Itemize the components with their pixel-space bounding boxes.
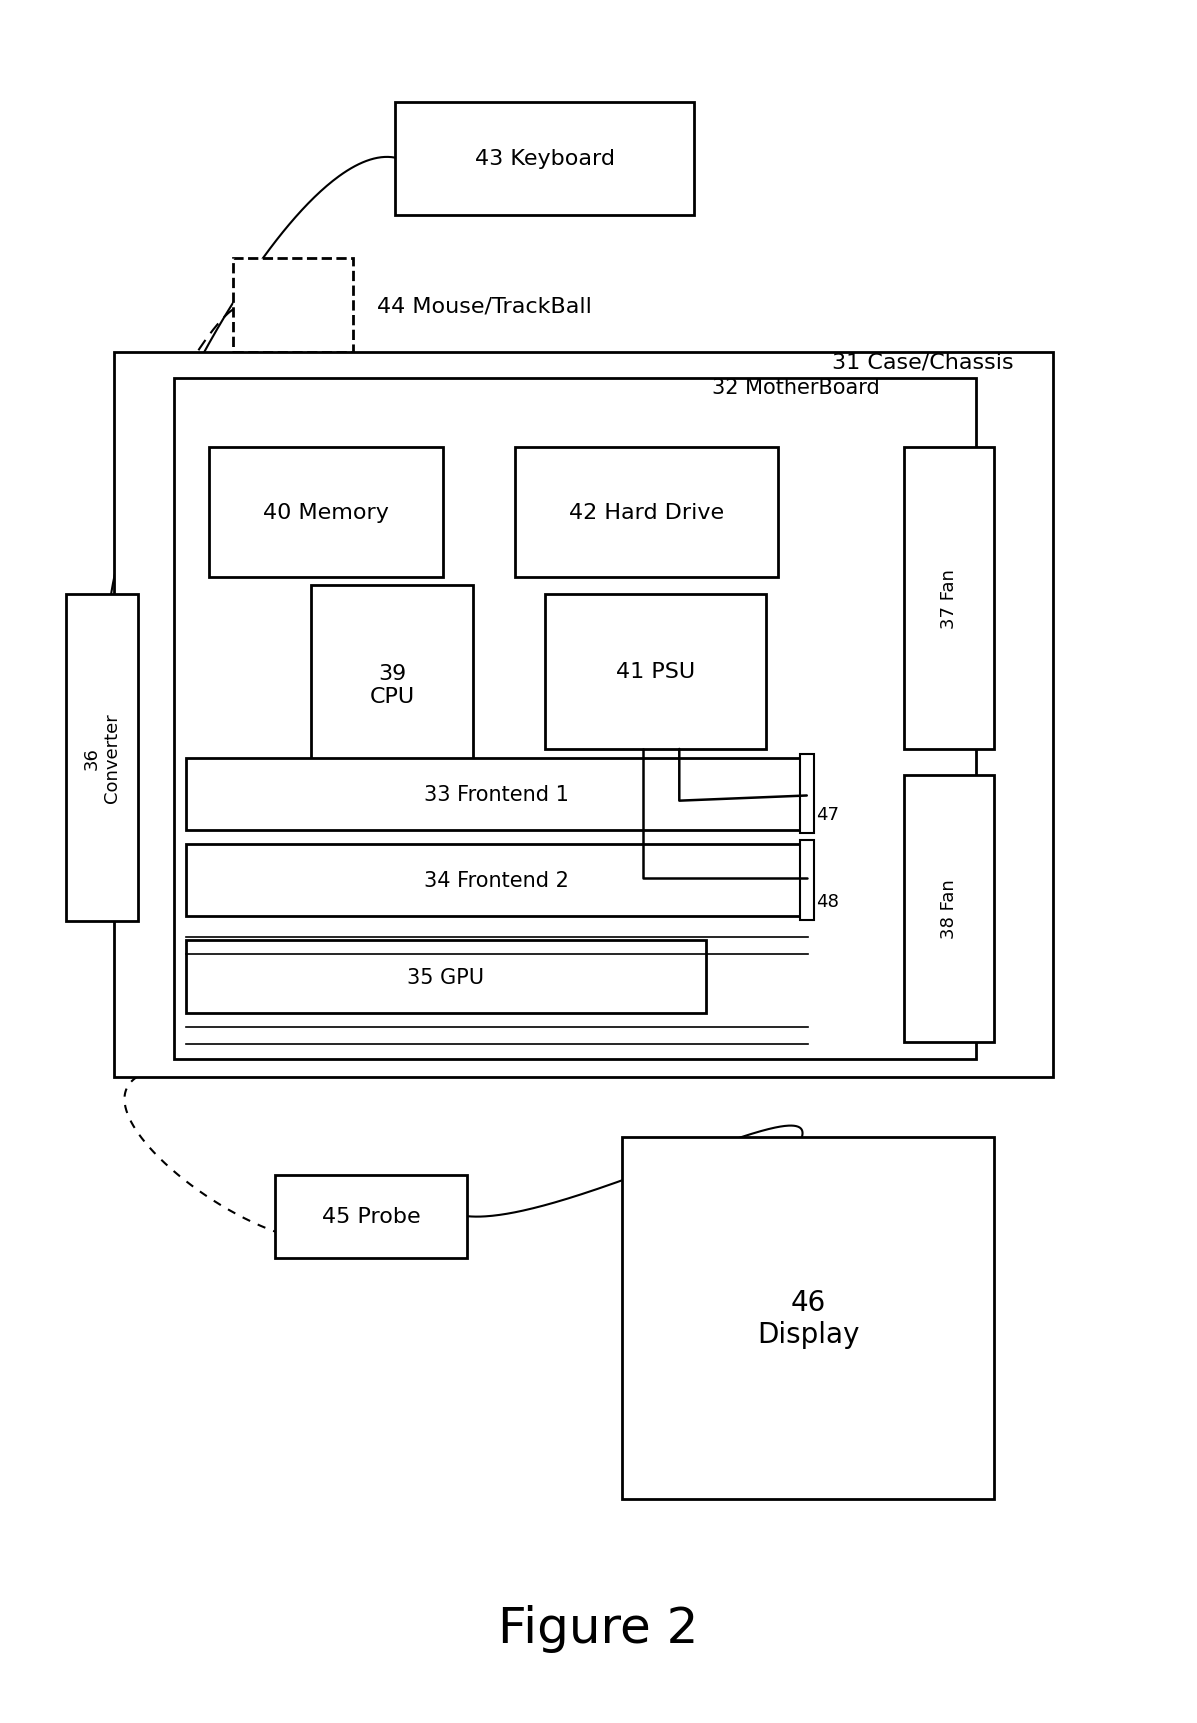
Text: 33 Frontend 1: 33 Frontend 1 [424, 784, 570, 805]
FancyBboxPatch shape [174, 379, 976, 1060]
Text: 40 Memory: 40 Memory [263, 503, 389, 522]
Text: 44 Mouse/TrackBall: 44 Mouse/TrackBall [377, 296, 593, 317]
Text: 38 Fan: 38 Fan [940, 879, 958, 939]
FancyBboxPatch shape [904, 448, 994, 750]
Text: 48: 48 [816, 893, 839, 910]
Text: 36
Converter: 36 Converter [83, 713, 121, 803]
FancyBboxPatch shape [800, 755, 814, 834]
FancyBboxPatch shape [311, 586, 473, 784]
FancyBboxPatch shape [233, 258, 353, 353]
FancyBboxPatch shape [186, 844, 808, 917]
FancyBboxPatch shape [622, 1137, 994, 1499]
FancyBboxPatch shape [114, 353, 1053, 1077]
Text: 34 Frontend 2: 34 Frontend 2 [424, 870, 570, 891]
Text: 41 PSU: 41 PSU [615, 662, 695, 682]
FancyBboxPatch shape [395, 103, 694, 215]
Text: 47: 47 [816, 806, 839, 824]
FancyBboxPatch shape [515, 448, 778, 577]
FancyBboxPatch shape [904, 775, 994, 1042]
Text: 46
Display: 46 Display [757, 1287, 859, 1349]
Text: 31 Case/Chassis: 31 Case/Chassis [832, 351, 1014, 372]
Text: 39
CPU: 39 CPU [370, 663, 414, 706]
Text: 43 Keyboard: 43 Keyboard [475, 150, 614, 169]
FancyBboxPatch shape [66, 594, 138, 922]
FancyBboxPatch shape [209, 448, 443, 577]
FancyBboxPatch shape [186, 758, 808, 830]
Text: 42 Hard Drive: 42 Hard Drive [569, 503, 724, 522]
Text: Figure 2: Figure 2 [498, 1604, 699, 1652]
Text: 45 Probe: 45 Probe [322, 1206, 420, 1227]
FancyBboxPatch shape [186, 941, 706, 1013]
Text: 32 MotherBoard: 32 MotherBoard [712, 377, 880, 398]
Text: 35 GPU: 35 GPU [407, 967, 485, 987]
FancyBboxPatch shape [800, 841, 814, 920]
FancyBboxPatch shape [275, 1175, 467, 1258]
FancyBboxPatch shape [545, 594, 766, 750]
Text: 37 Fan: 37 Fan [940, 569, 958, 629]
